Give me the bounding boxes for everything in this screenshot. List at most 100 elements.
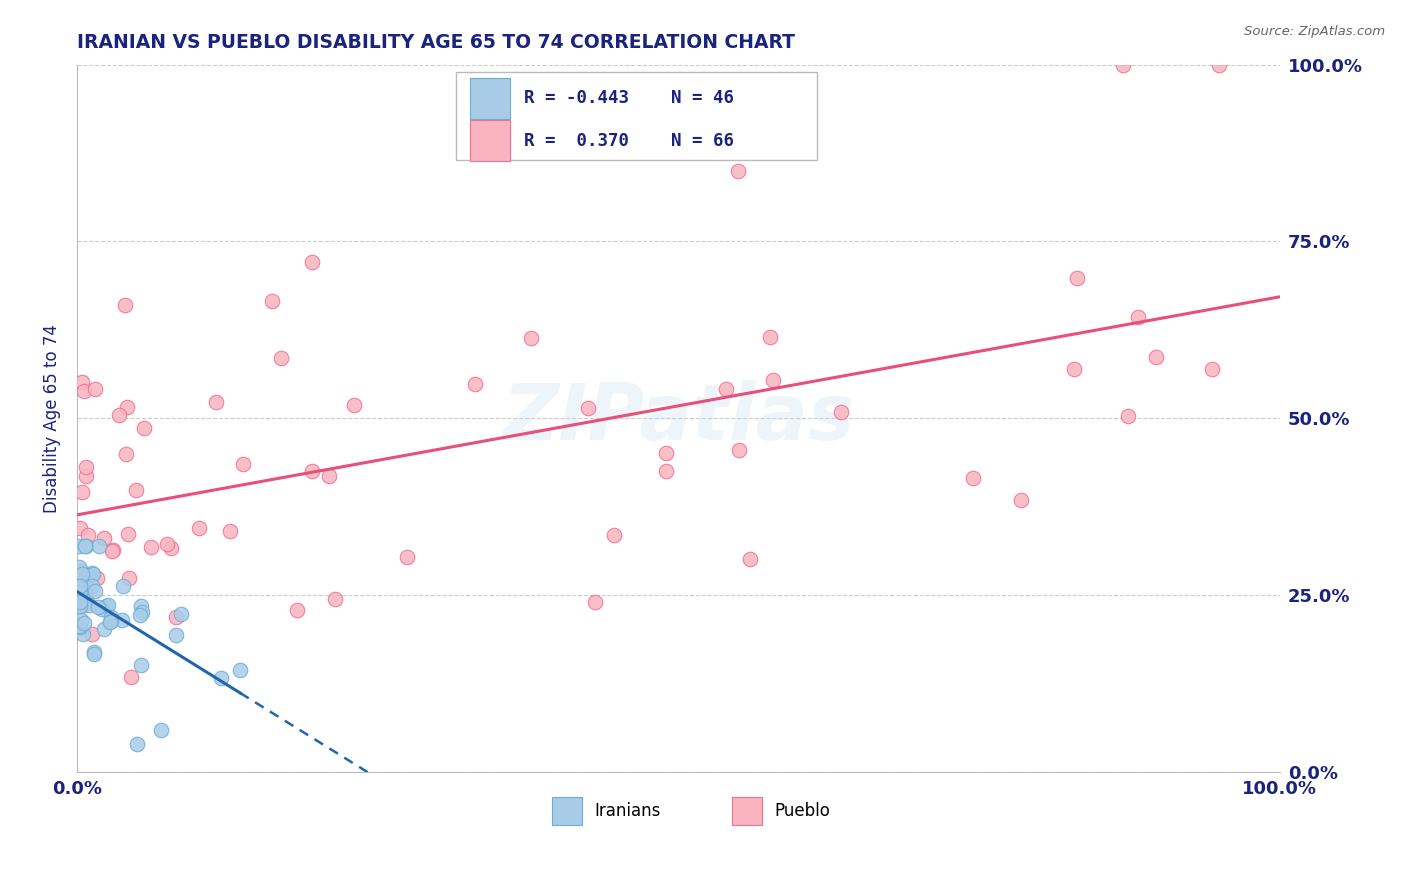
Point — [129, 599, 152, 614]
Point — [69, 599, 91, 614]
Point — [728, 443, 751, 458]
Point — [69, 613, 91, 627]
Point — [156, 537, 179, 551]
Point — [114, 298, 136, 312]
Point — [1144, 351, 1167, 365]
Point — [159, 541, 181, 556]
Point — [464, 376, 486, 391]
Point — [1066, 271, 1088, 285]
Point — [1208, 57, 1230, 71]
Point — [127, 737, 149, 751]
Point — [75, 539, 97, 553]
Point — [82, 566, 104, 581]
Point — [603, 528, 626, 542]
Point — [301, 255, 323, 269]
Text: R = -0.443    N = 46: R = -0.443 N = 46 — [524, 89, 734, 107]
Point — [141, 540, 163, 554]
FancyBboxPatch shape — [553, 797, 582, 825]
Point — [830, 405, 852, 419]
Point — [1126, 310, 1149, 324]
Point — [218, 524, 240, 539]
FancyBboxPatch shape — [456, 71, 817, 160]
Text: Pueblo: Pueblo — [775, 802, 831, 820]
Text: Iranians: Iranians — [595, 802, 661, 820]
Point — [73, 384, 96, 398]
Text: R =  0.370    N = 66: R = 0.370 N = 66 — [524, 131, 734, 150]
Point — [1116, 409, 1139, 423]
Point — [87, 539, 110, 553]
Point — [323, 591, 346, 606]
Point — [84, 584, 107, 599]
Point — [96, 599, 118, 613]
Point — [120, 671, 142, 685]
Point — [93, 622, 115, 636]
Point — [318, 469, 340, 483]
FancyBboxPatch shape — [470, 120, 510, 161]
Point — [72, 599, 94, 613]
Point — [72, 485, 94, 500]
Point — [131, 605, 153, 619]
FancyBboxPatch shape — [470, 78, 510, 119]
Point — [108, 408, 131, 422]
Point — [67, 539, 90, 553]
Point — [76, 567, 98, 582]
Point — [1010, 492, 1032, 507]
Point — [73, 582, 96, 597]
Point — [83, 645, 105, 659]
Point — [69, 521, 91, 535]
Point — [232, 457, 254, 471]
Point — [69, 579, 91, 593]
Point — [69, 585, 91, 599]
Point — [260, 294, 283, 309]
Point — [343, 398, 366, 412]
Point — [75, 539, 97, 553]
Point — [97, 599, 120, 613]
Point — [69, 581, 91, 595]
Point — [205, 394, 228, 409]
Point — [111, 613, 134, 627]
Point — [75, 469, 97, 483]
Point — [727, 163, 749, 178]
Point — [72, 566, 94, 581]
Point — [716, 382, 738, 396]
Point — [67, 559, 90, 574]
Point — [67, 618, 90, 632]
Point — [1063, 362, 1085, 376]
Point — [583, 595, 606, 609]
Point — [73, 585, 96, 599]
Point — [188, 521, 211, 535]
Y-axis label: Disability Age 65 to 74: Disability Age 65 to 74 — [44, 324, 60, 513]
Point — [91, 602, 114, 616]
Point — [80, 566, 103, 580]
Point — [101, 542, 124, 557]
Point — [1201, 362, 1223, 376]
Point — [77, 598, 100, 612]
Point — [100, 614, 122, 628]
Point — [396, 550, 419, 565]
Point — [98, 615, 121, 629]
Point — [75, 591, 97, 605]
Point — [76, 527, 98, 541]
Point — [86, 571, 108, 585]
Point — [93, 531, 115, 545]
Point — [270, 351, 292, 365]
Point — [118, 572, 141, 586]
Point — [758, 330, 780, 344]
Point — [114, 447, 136, 461]
Point — [762, 373, 785, 387]
Point — [115, 400, 138, 414]
Point — [1112, 57, 1135, 71]
Point — [129, 657, 152, 672]
FancyBboxPatch shape — [733, 797, 762, 825]
Point — [132, 421, 155, 435]
Point — [165, 628, 187, 642]
Point — [576, 401, 599, 416]
Point — [301, 464, 323, 478]
Point — [70, 375, 93, 389]
Point — [229, 664, 252, 678]
Point — [75, 459, 97, 474]
Point — [655, 464, 678, 478]
Point — [72, 616, 94, 631]
Point — [738, 552, 761, 566]
Point — [82, 579, 104, 593]
